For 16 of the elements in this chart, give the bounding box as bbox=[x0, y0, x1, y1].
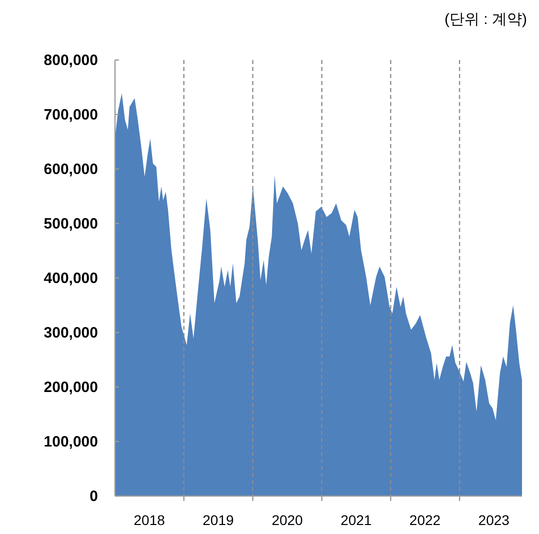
y-tick-label: 100,000 bbox=[44, 434, 98, 450]
x-tick-label: 2023 bbox=[478, 512, 510, 528]
x-tick-label: 2020 bbox=[272, 512, 304, 528]
x-tick-label: 2021 bbox=[340, 512, 372, 528]
y-tick-label: 200,000 bbox=[44, 379, 98, 396]
y-tick-label: 400,000 bbox=[44, 270, 98, 287]
x-tick-label: 2022 bbox=[409, 512, 441, 528]
text: (단위 : 계약) bbox=[444, 11, 527, 28]
y-tick-label: 0 bbox=[90, 488, 98, 505]
y-tick-label: 500,000 bbox=[44, 216, 98, 232]
y-tick-label: 800,000 bbox=[44, 52, 98, 69]
y-tick-label: 600,000 bbox=[44, 161, 98, 178]
y-tick-label: 300,000 bbox=[44, 324, 98, 342]
x-tick-label: 2018 bbox=[134, 512, 166, 528]
y-tick-label: 700,000 bbox=[44, 106, 98, 124]
x-tick-label: 2019 bbox=[202, 512, 234, 528]
